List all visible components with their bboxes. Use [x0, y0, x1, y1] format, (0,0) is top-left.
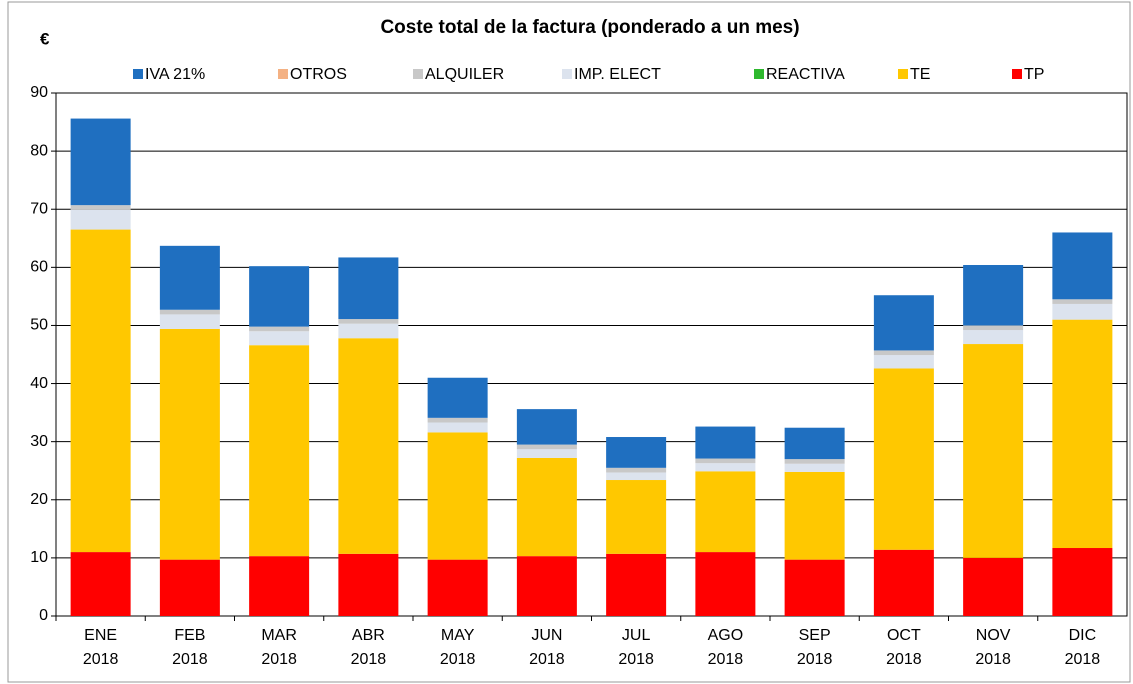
y-tick-label: 50: [30, 317, 48, 334]
bar-segment: [784, 559, 845, 616]
legend-label: IVA 21%: [145, 66, 205, 83]
bar-segment: [606, 480, 667, 554]
bar-segment: [159, 309, 220, 315]
bar-segment: [249, 331, 310, 346]
bar-segment: [1052, 232, 1113, 300]
legend-label: IMP. ELECT: [574, 66, 661, 83]
y-tick-label: 10: [30, 549, 48, 566]
x-tick-label: JUN 2018: [529, 627, 565, 668]
bar-segment: [695, 426, 756, 459]
bar-segment: [249, 556, 310, 616]
y-tick-label: 0: [39, 607, 48, 624]
legend-swatch: [1012, 69, 1022, 79]
x-tick-label: OCT 2018: [886, 627, 922, 668]
bar-segment: [427, 417, 488, 423]
bar-segment: [695, 471, 756, 553]
bar-segment: [784, 471, 845, 560]
bar-segment: [249, 266, 310, 327]
bar-segment: [1052, 299, 1113, 304]
x-tick-label: FEB 2018: [172, 627, 208, 668]
bar-segment: [1052, 548, 1113, 616]
bar-segment: [1052, 319, 1113, 549]
bar-segment: [249, 326, 310, 332]
bar-segment: [516, 449, 577, 458]
bar-segment: [784, 427, 845, 460]
legend-swatch: [898, 69, 908, 79]
bar-segment: [873, 549, 934, 616]
legend-swatch: [278, 69, 288, 79]
y-tick-label: 60: [30, 259, 48, 276]
bar-segment: [695, 463, 756, 472]
bar-segment: [963, 557, 1024, 616]
bar-segment: [873, 368, 934, 550]
bar-segment: [606, 467, 667, 473]
x-tick-label: NOV 2018: [975, 627, 1011, 668]
bar-segment: [516, 457, 577, 557]
bar-segment: [159, 559, 220, 616]
legend-swatch: [562, 69, 572, 79]
bar-segment: [873, 295, 934, 351]
chart-title: Coste total de la factura (ponderado a u…: [380, 17, 799, 38]
bar-segment: [338, 553, 399, 616]
y-axis-label: €: [40, 29, 50, 48]
legend-swatch: [413, 69, 423, 79]
bar-segment: [963, 344, 1024, 558]
y-tick-label: 20: [30, 491, 48, 508]
y-tick-label: 90: [30, 84, 48, 101]
legend-label: REACTIVA: [766, 66, 845, 83]
bar-segment: [159, 314, 220, 329]
bar-segment: [70, 118, 131, 206]
legend-label: ALQUILER: [425, 66, 504, 83]
bar-segment: [427, 432, 488, 560]
x-tick-label: AGO 2018: [708, 627, 744, 668]
bar-segment: [873, 350, 934, 356]
x-tick-label: JUL 2018: [618, 627, 654, 668]
bar-segment: [784, 463, 845, 472]
bar-segment: [963, 325, 1024, 331]
bar-segment: [963, 265, 1024, 326]
bar-segment: [427, 422, 488, 433]
bar-segment: [427, 377, 488, 418]
bar-segment: [338, 319, 399, 324]
x-tick-label: DIC 2018: [1065, 627, 1101, 668]
legend-swatch: [754, 69, 764, 79]
bar-segment: [606, 437, 667, 468]
x-tick-label: MAY 2018: [440, 627, 476, 668]
bar-segment: [516, 444, 577, 450]
bar-segment: [70, 229, 131, 553]
bar-segment: [70, 209, 131, 230]
bar-segment: [338, 323, 399, 339]
bar-segment: [427, 559, 488, 616]
bar-segment: [159, 328, 220, 560]
bar-segment: [784, 459, 845, 464]
bar-segment: [70, 552, 131, 616]
legend-label: TE: [910, 66, 930, 83]
bar-segment: [516, 556, 577, 616]
bar-segment: [70, 205, 131, 210]
legend-swatch: [133, 69, 143, 79]
bar-segment: [606, 553, 667, 616]
y-tick-label: 70: [30, 200, 48, 217]
bar-segment: [606, 472, 667, 481]
x-tick-label: SEP 2018: [797, 627, 833, 668]
bar-segment: [338, 257, 399, 320]
y-tick-label: 80: [30, 142, 48, 159]
bar-segment: [249, 345, 310, 557]
x-tick-label: ENE 2018: [83, 627, 119, 668]
bar-segment: [159, 245, 220, 310]
bar-segment: [1052, 303, 1113, 320]
bar-segment: [338, 338, 399, 554]
bar-segment: [695, 458, 756, 464]
legend-label: TP: [1024, 66, 1044, 83]
bar-segment: [963, 330, 1024, 345]
x-tick-label: ABR 2018: [351, 627, 387, 668]
y-tick-label: 30: [30, 433, 48, 450]
bar-segment: [695, 552, 756, 616]
x-tick-label: MAR 2018: [261, 627, 297, 668]
legend-label: OTROS: [290, 66, 347, 83]
y-tick-label: 40: [30, 375, 48, 392]
bar-segment: [873, 355, 934, 369]
bar-segment: [516, 409, 577, 445]
